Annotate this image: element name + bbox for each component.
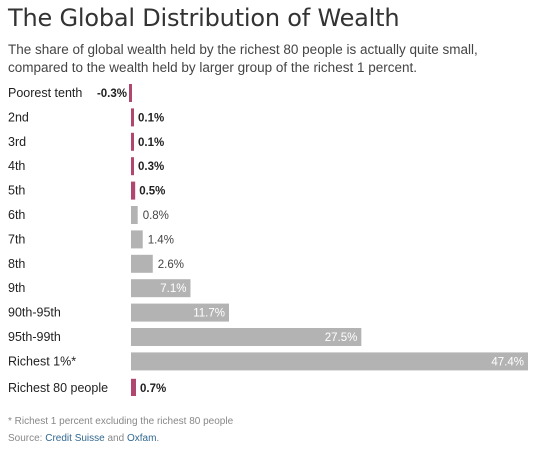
value-label: 11.7% <box>193 308 225 320</box>
source-note: Source: Credit Suisse and Oxfam. <box>8 433 159 444</box>
value-label: 2.6% <box>158 259 184 271</box>
value-label: 0.1% <box>138 112 164 124</box>
source-and: and <box>104 433 127 444</box>
category-label: 9th <box>8 281 25 295</box>
value-label: 27.5% <box>325 332 358 344</box>
bar <box>131 230 143 249</box>
value-label: 0.5% <box>139 186 165 198</box>
bar-chart: Poorest tenth -0.3% 2nd 0.1% 3rd 0.1% 4th 0.3% 5… <box>8 84 528 396</box>
category-label: 95th-99th <box>8 330 61 344</box>
category-label: 4th <box>8 159 25 173</box>
bar <box>131 303 229 322</box>
bar <box>131 378 136 396</box>
footnote: * Richest 1 percent excluding the riches… <box>8 416 234 427</box>
category-label: 6th <box>8 208 25 222</box>
value-label: -0.3% <box>97 88 127 100</box>
bar <box>131 254 153 273</box>
chart-title: The Global Distribution of Wealth <box>8 4 400 32</box>
source-link-credit-suisse[interactable]: Credit Suisse <box>45 433 105 444</box>
category-label: 3rd <box>8 135 26 149</box>
category-label: 8th <box>8 257 25 271</box>
bar <box>131 108 134 127</box>
category-label: 90th-95th <box>8 306 61 320</box>
bar <box>131 132 134 151</box>
bar <box>131 181 136 200</box>
bar <box>131 206 138 224</box>
category-label: Richest 1%* <box>8 354 76 368</box>
source-link-oxfam[interactable]: Oxfam <box>126 433 157 444</box>
value-label: 7.1% <box>160 283 186 295</box>
value-label: 1.4% <box>148 234 174 246</box>
bar <box>131 352 528 371</box>
bar <box>131 157 134 176</box>
source-end: . <box>156 433 160 444</box>
category-label: 7th <box>8 232 25 246</box>
source-prefix: Source: <box>8 433 46 444</box>
value-label: 0.8% <box>143 210 169 222</box>
value-label: 0.3% <box>138 161 164 173</box>
bar <box>129 84 132 102</box>
value-label: 47.4% <box>491 356 524 368</box>
bar <box>131 328 362 346</box>
category-label: 2nd <box>8 110 29 124</box>
chart-subtitle: The share of global wealth held by the r… <box>8 42 478 75</box>
value-label: 0.1% <box>138 137 164 149</box>
category-label: Poorest tenth <box>8 86 82 100</box>
bar <box>131 279 191 298</box>
value-label: 0.7% <box>140 383 166 395</box>
category-label: Richest 80 people <box>8 381 108 395</box>
category-label: 5th <box>8 184 25 198</box>
